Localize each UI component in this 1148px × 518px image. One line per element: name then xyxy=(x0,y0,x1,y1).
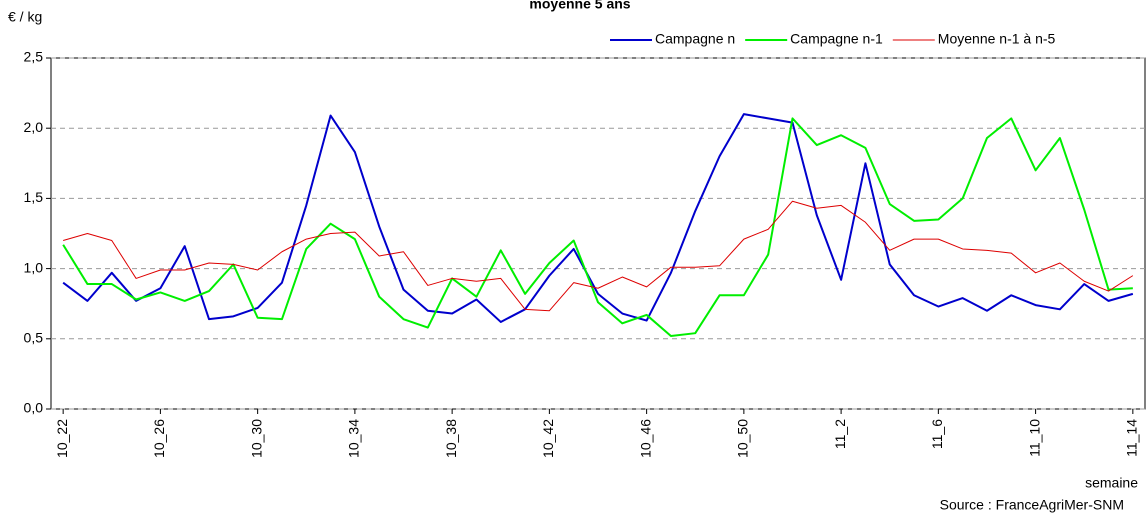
y-tick-label: 0,5 xyxy=(24,330,44,346)
y-axis-label: € / kg xyxy=(8,9,42,25)
x-tick-label: 11_2 xyxy=(832,419,848,449)
x-tick-label: 10_30 xyxy=(248,419,264,458)
x-axis-label: semaine xyxy=(1085,475,1138,491)
x-tick-label: 10_26 xyxy=(151,419,167,458)
x-tick-label: 10_22 xyxy=(54,419,70,458)
x-tick-label: 11_10 xyxy=(1026,419,1042,457)
chart-title: moyenne 5 ans xyxy=(529,0,630,12)
legend-label: Moyenne n-1 à n-5 xyxy=(938,31,1056,47)
series-line xyxy=(62,113,1134,323)
x-tick-label: 11_6 xyxy=(929,419,945,449)
y-tick-label: 2,0 xyxy=(24,119,44,135)
x-tick-label: 10_42 xyxy=(540,419,556,458)
legend-label: Campagne n-1 xyxy=(790,31,883,47)
y-tick-label: 1,5 xyxy=(24,189,44,205)
x-tick-label: 10_38 xyxy=(443,419,459,458)
plot-area xyxy=(50,57,1146,410)
y-tick-label: 2,5 xyxy=(24,49,44,65)
y-tick-label: 1,0 xyxy=(24,259,44,275)
x-tick-label: 10_46 xyxy=(637,419,653,458)
x-tick-label: 10_34 xyxy=(346,419,362,458)
series-line xyxy=(63,200,1134,312)
source: Source : FranceAgriMer-SNM xyxy=(940,497,1124,513)
legend-label: Campagne n xyxy=(655,31,735,47)
y-tick-label: 0,0 xyxy=(24,400,44,416)
x-tick-label: 11_14 xyxy=(1124,419,1140,457)
series-line xyxy=(62,117,1133,337)
x-tick-label: 10_50 xyxy=(735,419,751,458)
